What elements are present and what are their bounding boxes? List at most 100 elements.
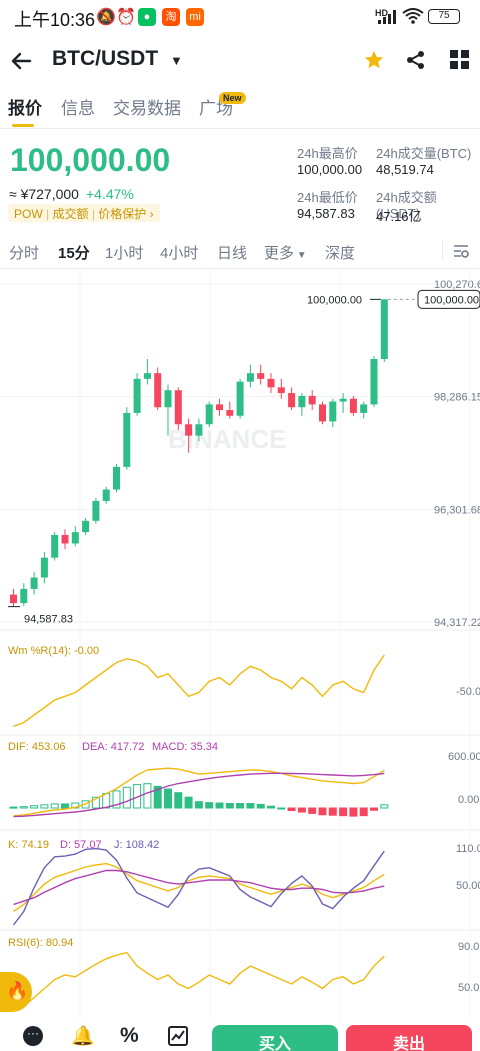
- min-price-marker: 94,587.83: [24, 614, 73, 626]
- interval-depth[interactable]: 深度: [325, 245, 356, 262]
- dif-line: [13, 767, 385, 817]
- macd-bar: [91, 796, 100, 809]
- caret-down-icon: ▼: [294, 250, 307, 261]
- percent-icon[interactable]: %: [120, 1024, 139, 1047]
- macd-bar: [267, 805, 275, 809]
- alarm-icon: ⏰: [116, 9, 136, 26]
- dea-line: [13, 772, 385, 818]
- macd-bar: [359, 807, 368, 817]
- j-label: J: 108.42: [114, 839, 159, 851]
- candle-body: [102, 489, 110, 501]
- pair-selector[interactable]: BTC/USDT ▼: [52, 47, 183, 71]
- vol-btc-value: 48,519.74: [376, 162, 434, 177]
- change-percent: +4.47%: [86, 186, 134, 202]
- candle-body: [195, 424, 203, 436]
- candle-body: [380, 299, 388, 359]
- hot-fab[interactable]: 🔥: [0, 972, 32, 1012]
- candle-body: [92, 500, 100, 521]
- candle-body: [30, 577, 38, 589]
- interval-1h[interactable]: 1小时: [105, 245, 144, 262]
- candle-body: [10, 594, 17, 604]
- high-value: 100,000.00: [297, 162, 363, 177]
- macd-bar: [318, 807, 327, 816]
- interval-15m[interactable]: 15分: [58, 245, 90, 262]
- candle-body: [349, 398, 357, 413]
- macd-bar: [194, 801, 203, 809]
- back-arrow-icon[interactable]: [10, 50, 32, 72]
- macd-bar: [225, 803, 234, 809]
- tag-turnover[interactable]: 成交额: [52, 207, 89, 221]
- candle-body: [370, 358, 378, 405]
- kdj-tick-mid: 50.00: [456, 880, 480, 892]
- k-line: [13, 862, 385, 912]
- chart-settings-icon[interactable]: [452, 242, 470, 260]
- candle-body: [133, 378, 141, 413]
- wr-line: [13, 654, 385, 727]
- tag-pow[interactable]: POW: [14, 207, 43, 221]
- macd-bar: [215, 802, 224, 809]
- macd-bar: [102, 793, 111, 809]
- candle-body: [71, 532, 79, 544]
- j-line: [12, 847, 385, 926]
- sell-button[interactable]: 卖出: [346, 1025, 472, 1051]
- more-icon[interactable]: ···: [23, 1026, 43, 1046]
- tabs-divider: [0, 128, 480, 129]
- buy-button[interactable]: 买入: [212, 1025, 338, 1051]
- macd-bar: [164, 788, 172, 809]
- active-tab-indicator: [12, 124, 34, 127]
- interval-more-label: 更多: [264, 245, 295, 262]
- vol-usdt-value: 47.16亿: [376, 209, 422, 224]
- alert-bell-icon[interactable]: 🔔: [71, 1026, 95, 1047]
- macd-bar: [153, 785, 162, 809]
- macd-bar: [256, 803, 265, 809]
- interval-line[interactable]: 分时: [9, 245, 40, 262]
- kdj-tick-top: 110.0: [456, 843, 480, 855]
- network-label: HD: [375, 8, 388, 18]
- tab-info[interactable]: 信息: [61, 99, 95, 118]
- macd-bar: [287, 807, 296, 812]
- candle-body: [174, 390, 182, 425]
- macd-bar: [349, 807, 358, 817]
- tab-quotes[interactable]: 报价: [8, 99, 42, 118]
- candle-body: [267, 378, 275, 388]
- taobao-icon: 淘: [162, 8, 180, 26]
- new-badge: New: [219, 92, 246, 104]
- interval-4h[interactable]: 4小时: [160, 245, 199, 262]
- fiat-price: ≈ ¥727,000: [9, 186, 79, 202]
- tags-bar[interactable]: POW | 成交额 | 价格保护 ›: [8, 204, 160, 222]
- macd-bar: [339, 807, 348, 817]
- macd-tick-zero: 0.00: [458, 794, 479, 806]
- interval-divider: [0, 268, 480, 269]
- interval-more[interactable]: 更多 ▼: [264, 242, 307, 263]
- price-chart[interactable]: 100,270.698,286.1596,301.6894,317.22BINA…: [0, 270, 480, 1020]
- max-price-marker: 100,000.00: [307, 294, 362, 306]
- candle-body: [205, 404, 213, 425]
- tab-trading-data[interactable]: 交易数据: [113, 99, 181, 118]
- macd-bar: [184, 796, 193, 809]
- macd-bar: [112, 790, 121, 809]
- interval-1d[interactable]: 日线: [217, 245, 248, 262]
- favorite-star-icon[interactable]: [363, 49, 385, 71]
- header: [0, 40, 480, 84]
- macd-bar: [30, 805, 39, 809]
- candle-body: [319, 404, 326, 422]
- macd-bar: [205, 802, 214, 809]
- y-tick-label: 96,301.68: [434, 504, 480, 516]
- macd-bar: [236, 803, 245, 809]
- wr-tick: -50.00: [456, 686, 480, 698]
- candle-body: [123, 412, 131, 467]
- mute-bell-icon: 🔕: [96, 9, 116, 26]
- dif-label: DIF: 453.06: [8, 741, 65, 753]
- candle-body: [82, 520, 90, 533]
- high-label: 24h最高价: [297, 146, 358, 161]
- candle-body: [308, 395, 316, 405]
- chart-tool-icon[interactable]: [168, 1026, 188, 1046]
- candle-body: [61, 534, 69, 544]
- macd-bar: [9, 806, 18, 809]
- rsi-tick-mid: 50.0: [458, 982, 479, 994]
- share-icon[interactable]: [406, 50, 426, 70]
- grid-layout-icon[interactable]: [450, 50, 469, 69]
- tag-price-protection[interactable]: 价格保护: [98, 207, 147, 221]
- macd-bar: [380, 804, 389, 809]
- candle-body: [20, 588, 28, 604]
